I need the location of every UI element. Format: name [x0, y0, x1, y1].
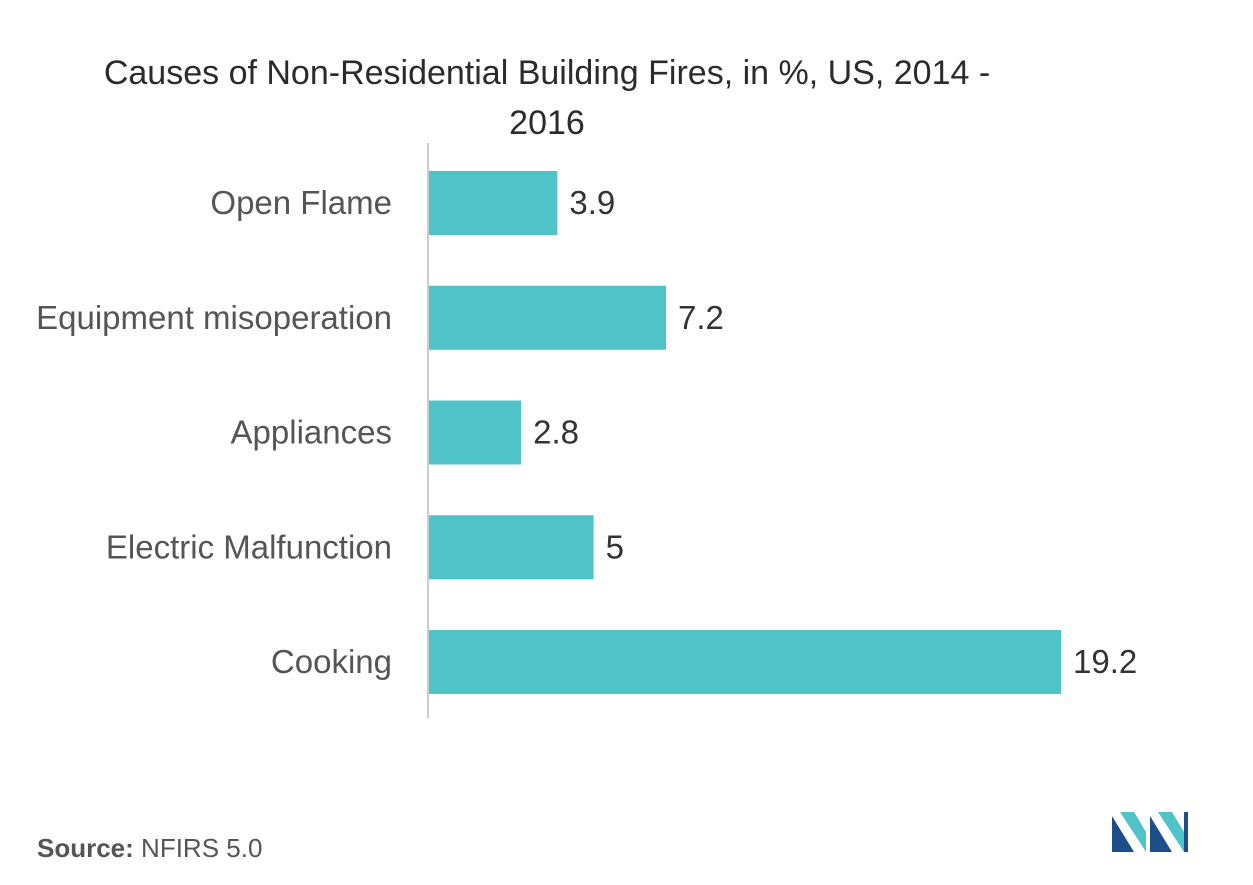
chart-title-line-1: Causes of Non-Residential Building Fires… [103, 54, 991, 92]
value-label: 7.2 [678, 299, 724, 336]
category-label: Appliances [231, 414, 392, 451]
chart-title: Causes of Non-Residential Building Fires… [0, 48, 1094, 148]
value-label: 19.2 [1073, 643, 1137, 680]
bar-electric-malfunction [429, 515, 594, 580]
bars-group: Open Flame 3.9 Equipment misoperation 7.2 Ap… [36, 171, 1137, 694]
mordor-intelligence-logo-icon [1112, 812, 1188, 852]
chart-title-line-2: 2016 [509, 104, 585, 142]
category-label: Equipment misoperation [36, 299, 392, 336]
bar-equipment-misoperation [429, 285, 666, 350]
source-label: Source: [37, 833, 134, 863]
category-label: Electric Malfunction [106, 528, 392, 565]
bar-open-flame [429, 171, 558, 235]
source-note: Source: NFIRS 5.0 [37, 833, 262, 864]
bar-appliances [429, 400, 522, 465]
category-label: Open Flame [210, 184, 392, 221]
value-label: 5 [606, 528, 624, 565]
source-text: NFIRS 5.0 [141, 833, 263, 863]
category-label: Cooking [271, 643, 392, 680]
bar-cooking [429, 630, 1061, 694]
value-label: 3.9 [569, 184, 615, 221]
value-label: 2.8 [533, 414, 579, 451]
